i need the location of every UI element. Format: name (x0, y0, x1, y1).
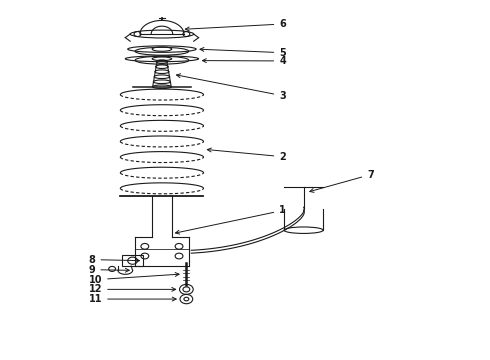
Text: 4: 4 (202, 56, 286, 66)
Text: 11: 11 (89, 294, 176, 304)
Text: 9: 9 (89, 265, 129, 275)
Text: 5: 5 (200, 48, 286, 58)
Text: 12: 12 (89, 284, 175, 294)
Text: 1: 1 (175, 206, 286, 234)
Text: 3: 3 (176, 74, 286, 101)
Text: 2: 2 (207, 148, 286, 162)
Text: 10: 10 (89, 273, 179, 285)
Text: 8: 8 (89, 255, 140, 265)
Text: 7: 7 (310, 170, 374, 192)
Text: 6: 6 (185, 19, 286, 31)
